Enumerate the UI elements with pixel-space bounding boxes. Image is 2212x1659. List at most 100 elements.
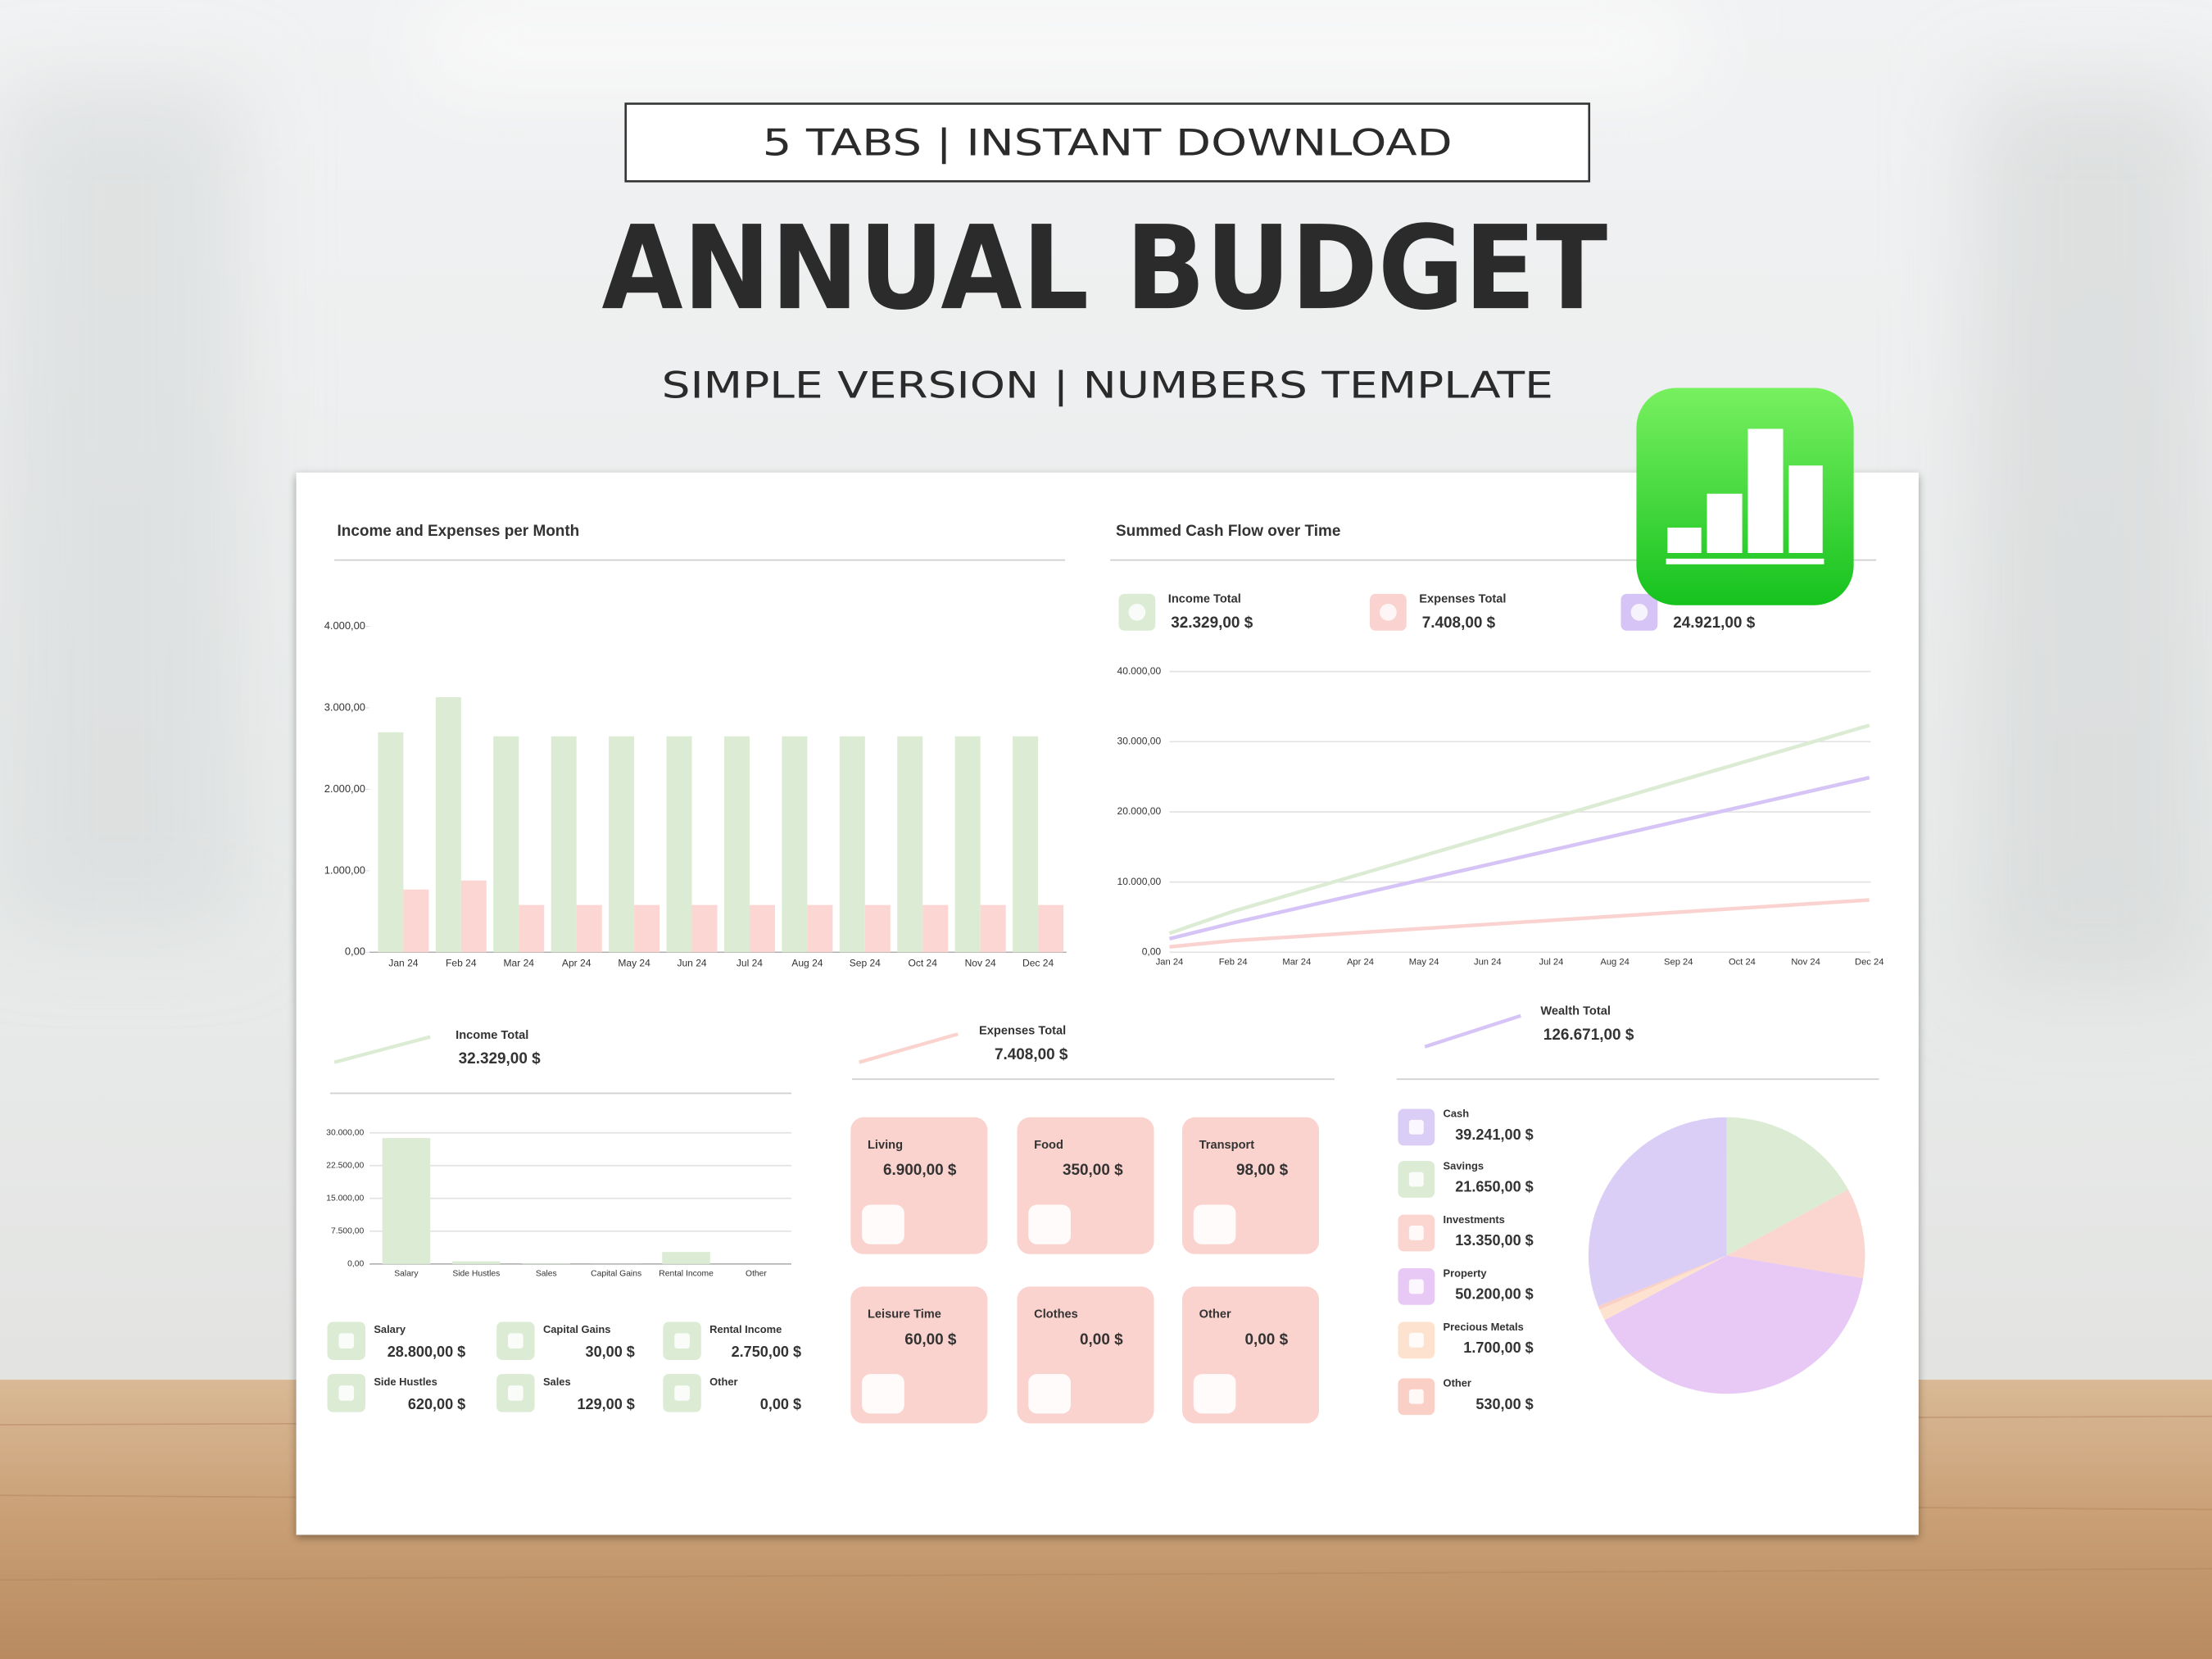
icon xyxy=(496,1321,535,1360)
y-tick-label: 4.000,00 xyxy=(324,619,365,632)
wealth-amount: 39.241,00 $ xyxy=(1455,1126,1534,1143)
wealth-amount: 1.700,00 $ xyxy=(1463,1339,1533,1356)
x-tick-label: Mar 24 xyxy=(503,957,534,968)
bar xyxy=(378,732,404,953)
chart-total: 126.671,00 $ xyxy=(1543,1027,1634,1044)
legend-glyph xyxy=(1128,603,1146,621)
bar xyxy=(980,904,1006,953)
x-tick-label: Jul 24 xyxy=(737,957,763,968)
y-tick-label: 3.000,00 xyxy=(324,700,365,713)
expense-amount: 0,00 $ xyxy=(1244,1331,1288,1349)
x-tick-label: Feb 24 xyxy=(1219,957,1248,967)
income-amount: 30,00 $ xyxy=(586,1344,635,1360)
wealth-label: Cash xyxy=(1444,1108,1470,1120)
bar xyxy=(452,1261,501,1264)
x-tick-label: Sep 24 xyxy=(1664,957,1693,967)
expense-label: Transport xyxy=(1199,1139,1255,1152)
bar xyxy=(922,904,949,953)
icon-glyph xyxy=(1408,1389,1424,1404)
expense-amount: 98,00 $ xyxy=(1236,1162,1289,1179)
bar xyxy=(662,1252,710,1264)
x-tick-label: Nov 24 xyxy=(1791,957,1820,967)
x-tick-label: Side Hustles xyxy=(452,1270,500,1279)
legend-label: Expenses Total xyxy=(1419,593,1506,606)
x-tick-label: Jan 24 xyxy=(388,957,418,968)
expense-icon xyxy=(862,1374,904,1414)
legend-total: 24.921,00 $ xyxy=(1673,614,1756,632)
badge: 5 TABS | INSTANT DOWNLOAD xyxy=(763,120,1453,164)
trend-deco xyxy=(1424,1013,1521,1049)
series-line xyxy=(1169,898,1870,949)
y-tick-label: 30.000,00 xyxy=(1117,735,1162,746)
bar xyxy=(897,736,923,953)
bar xyxy=(382,1138,431,1264)
legend-label: Income Total xyxy=(1168,593,1241,606)
pie-slice xyxy=(1726,1117,1848,1256)
icon-glyph xyxy=(1408,1226,1424,1240)
x-tick-label: Nov 24 xyxy=(965,957,996,968)
bar xyxy=(691,904,718,953)
icon xyxy=(1398,1321,1435,1359)
icon xyxy=(1398,1378,1435,1416)
trend-deco xyxy=(859,1032,959,1064)
icon xyxy=(1398,1214,1435,1252)
icon-glyph xyxy=(674,1333,690,1349)
numbers-app-icon xyxy=(1636,388,1854,605)
income-amount: 0,00 $ xyxy=(760,1396,801,1412)
y-tick-label: 22.500,00 xyxy=(326,1161,364,1170)
x-tick-label: Apr 24 xyxy=(1347,957,1374,967)
x-tick-label: Sep 24 xyxy=(850,957,881,968)
x-tick-label: Salary xyxy=(394,1270,419,1279)
bar xyxy=(403,889,429,953)
x-tick-label: Oct 24 xyxy=(908,957,937,968)
icon xyxy=(327,1321,365,1360)
bar xyxy=(519,904,545,953)
wealth-amount: 13.350,00 $ xyxy=(1455,1232,1534,1249)
bar xyxy=(522,1263,571,1264)
wealth-label: Investments xyxy=(1444,1213,1505,1226)
x-tick-label: Mar 24 xyxy=(1282,957,1311,967)
bar xyxy=(435,697,461,953)
x-tick-label: Dec 24 xyxy=(1855,957,1883,967)
icon-glyph xyxy=(1408,1119,1424,1135)
expense-amount: 60,00 $ xyxy=(904,1331,957,1349)
expense-label: Living xyxy=(868,1139,903,1152)
pie-slice xyxy=(1599,1255,1727,1321)
icon xyxy=(1398,1268,1435,1305)
bar xyxy=(723,736,750,953)
bar xyxy=(864,904,891,953)
chart-title: Wealth Total xyxy=(1540,1004,1611,1018)
x-tick-label: Feb 24 xyxy=(446,957,477,968)
x-tick-label: Jun 24 xyxy=(1474,957,1502,967)
x-tick-label: May 24 xyxy=(1409,957,1439,967)
y-tick-label: 20.000,00 xyxy=(1117,805,1162,817)
icon xyxy=(327,1374,365,1412)
y-tick-label: 0,00 xyxy=(347,1260,364,1269)
income-label: Salary xyxy=(374,1323,406,1335)
legend-total: 32.329,00 $ xyxy=(1171,614,1253,632)
bar xyxy=(634,904,660,953)
icon-glyph xyxy=(1408,1332,1424,1348)
x-tick-label: Jul 24 xyxy=(1539,957,1564,967)
icon xyxy=(1398,1108,1435,1146)
icon-glyph xyxy=(1408,1279,1424,1294)
wealth-label: Other xyxy=(1444,1377,1471,1389)
pie-slice xyxy=(1726,1190,1865,1279)
bar xyxy=(493,736,519,953)
expense-icon xyxy=(1028,1204,1071,1244)
wealth-amount: 50.200,00 $ xyxy=(1455,1286,1534,1303)
legend-glyph xyxy=(1380,603,1397,621)
wealth-label: Property xyxy=(1444,1267,1488,1279)
x-tick-label: Aug 24 xyxy=(791,957,823,968)
icon xyxy=(663,1374,701,1412)
income-amount: 2.750,00 $ xyxy=(732,1344,801,1360)
expenses-title: Expenses Total xyxy=(979,1025,1066,1038)
icon xyxy=(663,1321,701,1360)
charts: Income and Expenses per Month 0,00 1.000,0… xyxy=(324,523,1883,1424)
series-line xyxy=(1168,775,1870,941)
background-blur xyxy=(0,0,2212,988)
bar xyxy=(954,736,981,953)
bar xyxy=(609,736,635,953)
bar xyxy=(749,904,775,953)
legend-total: 7.408,00 $ xyxy=(1422,614,1496,632)
